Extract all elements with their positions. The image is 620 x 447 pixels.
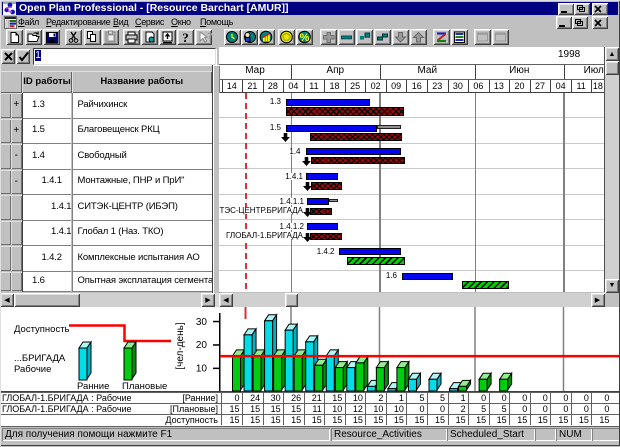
svg-text:Рабочие: Рабочие (14, 364, 51, 375)
svg-text:?: ? (182, 30, 189, 45)
svg-text:[чел-день]: [чел-день] (175, 322, 186, 370)
svg-text:10: 10 (196, 364, 208, 375)
svg-text:...БРИГАДА: ...БРИГАДА (14, 353, 66, 364)
svg-text:%: % (300, 32, 310, 44)
svg-text:30: 30 (196, 317, 208, 328)
svg-text:?: ? (207, 31, 213, 41)
svg-text:Ранние: Ранние (77, 381, 109, 392)
svg-text:Доступность: Доступность (14, 324, 70, 335)
svg-text:20: 20 (196, 340, 208, 351)
svg-text:Плановые: Плановые (122, 381, 167, 392)
